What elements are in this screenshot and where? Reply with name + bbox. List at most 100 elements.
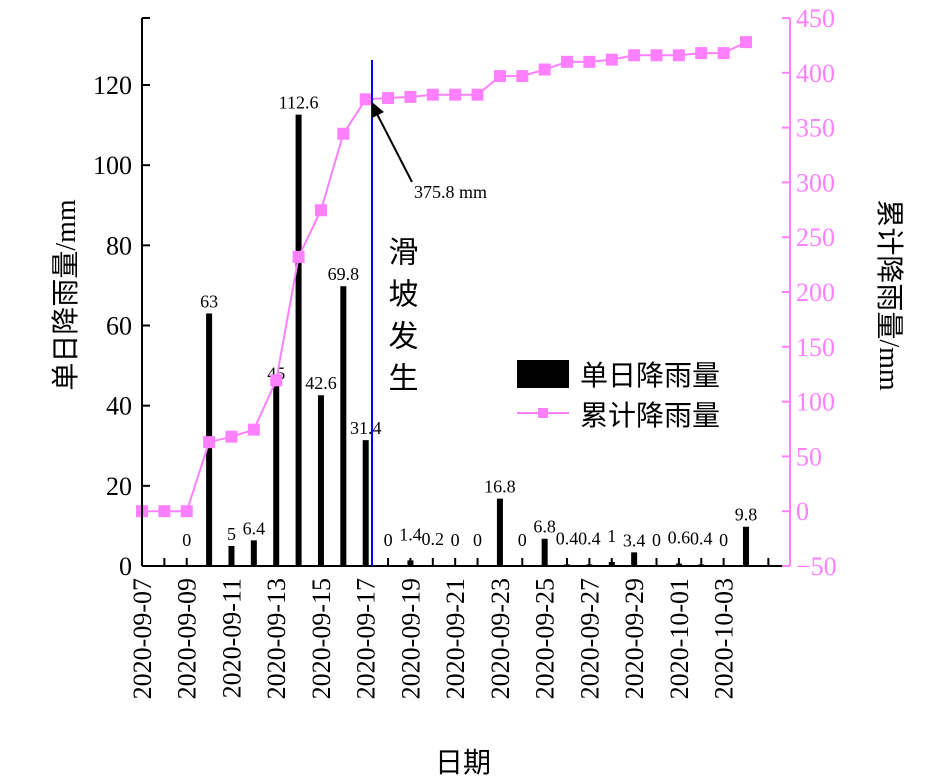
cumulative-point: [695, 47, 708, 60]
bar-value-label: 0: [451, 530, 460, 550]
bar-value-label: 0: [518, 530, 527, 550]
cumulative-point: [270, 374, 283, 387]
bar: [541, 538, 548, 566]
bar: [362, 440, 369, 566]
left-tick-label: 40: [106, 392, 132, 421]
right-tick-label: 50: [796, 442, 822, 471]
bar-value-label: 0.4: [690, 528, 713, 548]
cumulative-point: [516, 70, 529, 83]
bar: [742, 526, 749, 566]
bar-value-label: 31.4: [350, 418, 382, 438]
right-tick-label: 400: [796, 59, 835, 88]
cumulative-point: [449, 88, 462, 101]
bar-value-label: 0: [384, 530, 393, 550]
bar: [496, 498, 503, 566]
cumulative-point: [203, 436, 216, 449]
bar-value-label: 9.8: [735, 505, 758, 525]
bar-value-label: 1: [607, 526, 616, 546]
left-tick-label: 0: [119, 552, 132, 581]
bar-value-label: 63: [200, 291, 218, 311]
x-tick-label: 2020-09-23: [486, 578, 515, 699]
left-tick-label: 20: [106, 472, 132, 501]
right-tick-label: 300: [796, 168, 835, 197]
annotation-label: 375.8 mm: [414, 182, 487, 202]
cumulative-point: [180, 505, 193, 518]
x-tick-label: 2020-09-07: [128, 578, 157, 699]
landslide-event-text: 滑坡发生: [384, 236, 419, 404]
x-tick-label: 2020-09-19: [396, 578, 425, 699]
bar-value-label: 0: [652, 530, 661, 550]
cumulative-point: [225, 430, 238, 443]
cumulative-point: [583, 55, 596, 68]
bar-value-label: 0: [473, 530, 482, 550]
bar-value-label: 1.4: [399, 524, 422, 544]
bar-value-label: 16.8: [484, 477, 516, 497]
cumulative-point: [359, 93, 372, 106]
bar-value-label: 0: [719, 530, 728, 550]
x-tick-label: 2020-09-29: [620, 578, 649, 699]
x-tick-label: 2020-09-21: [441, 578, 470, 699]
left-tick-label: 120: [93, 71, 132, 100]
x-tick-label: 2020-09-27: [575, 578, 604, 699]
bar-value-label: 112.6: [279, 93, 319, 113]
x-tick-label: 2020-09-09: [173, 578, 202, 699]
cumulative-point: [605, 53, 618, 66]
bar-value-label: 5: [227, 524, 236, 544]
bar: [228, 545, 235, 566]
cumulative-point: [628, 49, 641, 62]
annotation-arrow-line: [375, 111, 413, 183]
bar: [295, 114, 302, 566]
cumulative-point: [717, 47, 730, 60]
cumulative-point: [404, 90, 417, 103]
right-tick-label: 100: [796, 388, 835, 417]
legend-label-cumulative: 累计降雨量: [580, 400, 720, 432]
cumulative-point: [382, 92, 395, 105]
x-axis-title: 日期: [435, 748, 491, 779]
bar-value-label: 6.8: [533, 517, 556, 537]
bar-value-label: 0: [182, 530, 191, 550]
bar-value-label: 6.4: [243, 518, 266, 538]
legend-bar-swatch: [517, 360, 569, 388]
left-tick-label: 100: [93, 151, 132, 180]
cumulative-point: [471, 88, 484, 101]
bar-value-label: 0.4: [556, 528, 579, 548]
right-axis-title: 累计降雨量/mm: [873, 199, 905, 391]
bar: [250, 540, 257, 566]
cumulative-point: [672, 49, 685, 62]
left-tick-label: 60: [106, 312, 132, 341]
legend: 单日降雨量 累计降雨量: [517, 360, 720, 432]
bar-value-label: 3.4: [623, 530, 646, 550]
bar: [317, 395, 324, 566]
legend-line-marker: [538, 408, 548, 418]
cumulative-point: [561, 55, 574, 68]
right-tick-label: 350: [796, 114, 835, 143]
x-tick-label: 2020-10-01: [665, 578, 694, 699]
cumulative-point: [247, 423, 260, 436]
bar: [273, 385, 280, 566]
x-tick-label: 2020-09-15: [307, 578, 336, 699]
x-tick-label: 2020-09-17: [352, 578, 381, 699]
x-tick-label: 2020-09-13: [262, 578, 291, 699]
bar-value-label: 0.4: [578, 528, 601, 548]
cumulative-point: [158, 505, 171, 518]
x-tick-label: 2020-09-11: [217, 578, 246, 698]
right-tick-label: 250: [796, 223, 835, 252]
bar: [340, 286, 347, 566]
legend-label-daily: 单日降雨量: [580, 360, 720, 392]
cumulative-point: [426, 88, 439, 101]
bar-value-label: 0.6: [668, 528, 691, 548]
x-tick-label: 2020-10-03: [710, 578, 739, 699]
left-tick-label: 80: [106, 231, 132, 260]
cumulative-point: [314, 204, 327, 217]
cumulative-point: [337, 127, 350, 140]
right-tick-label: 0: [796, 497, 809, 526]
bar-value-label: 69.8: [328, 264, 360, 284]
cumulative-point: [739, 36, 752, 49]
left-axis-title: 单日降雨量/mm: [50, 199, 82, 391]
bar-value-label: 42.6: [305, 373, 337, 393]
cumulative-point: [538, 63, 551, 76]
cumulative-point: [493, 70, 506, 83]
annotation-arrowhead: [372, 102, 384, 118]
right-tick-label: 200: [796, 278, 835, 307]
